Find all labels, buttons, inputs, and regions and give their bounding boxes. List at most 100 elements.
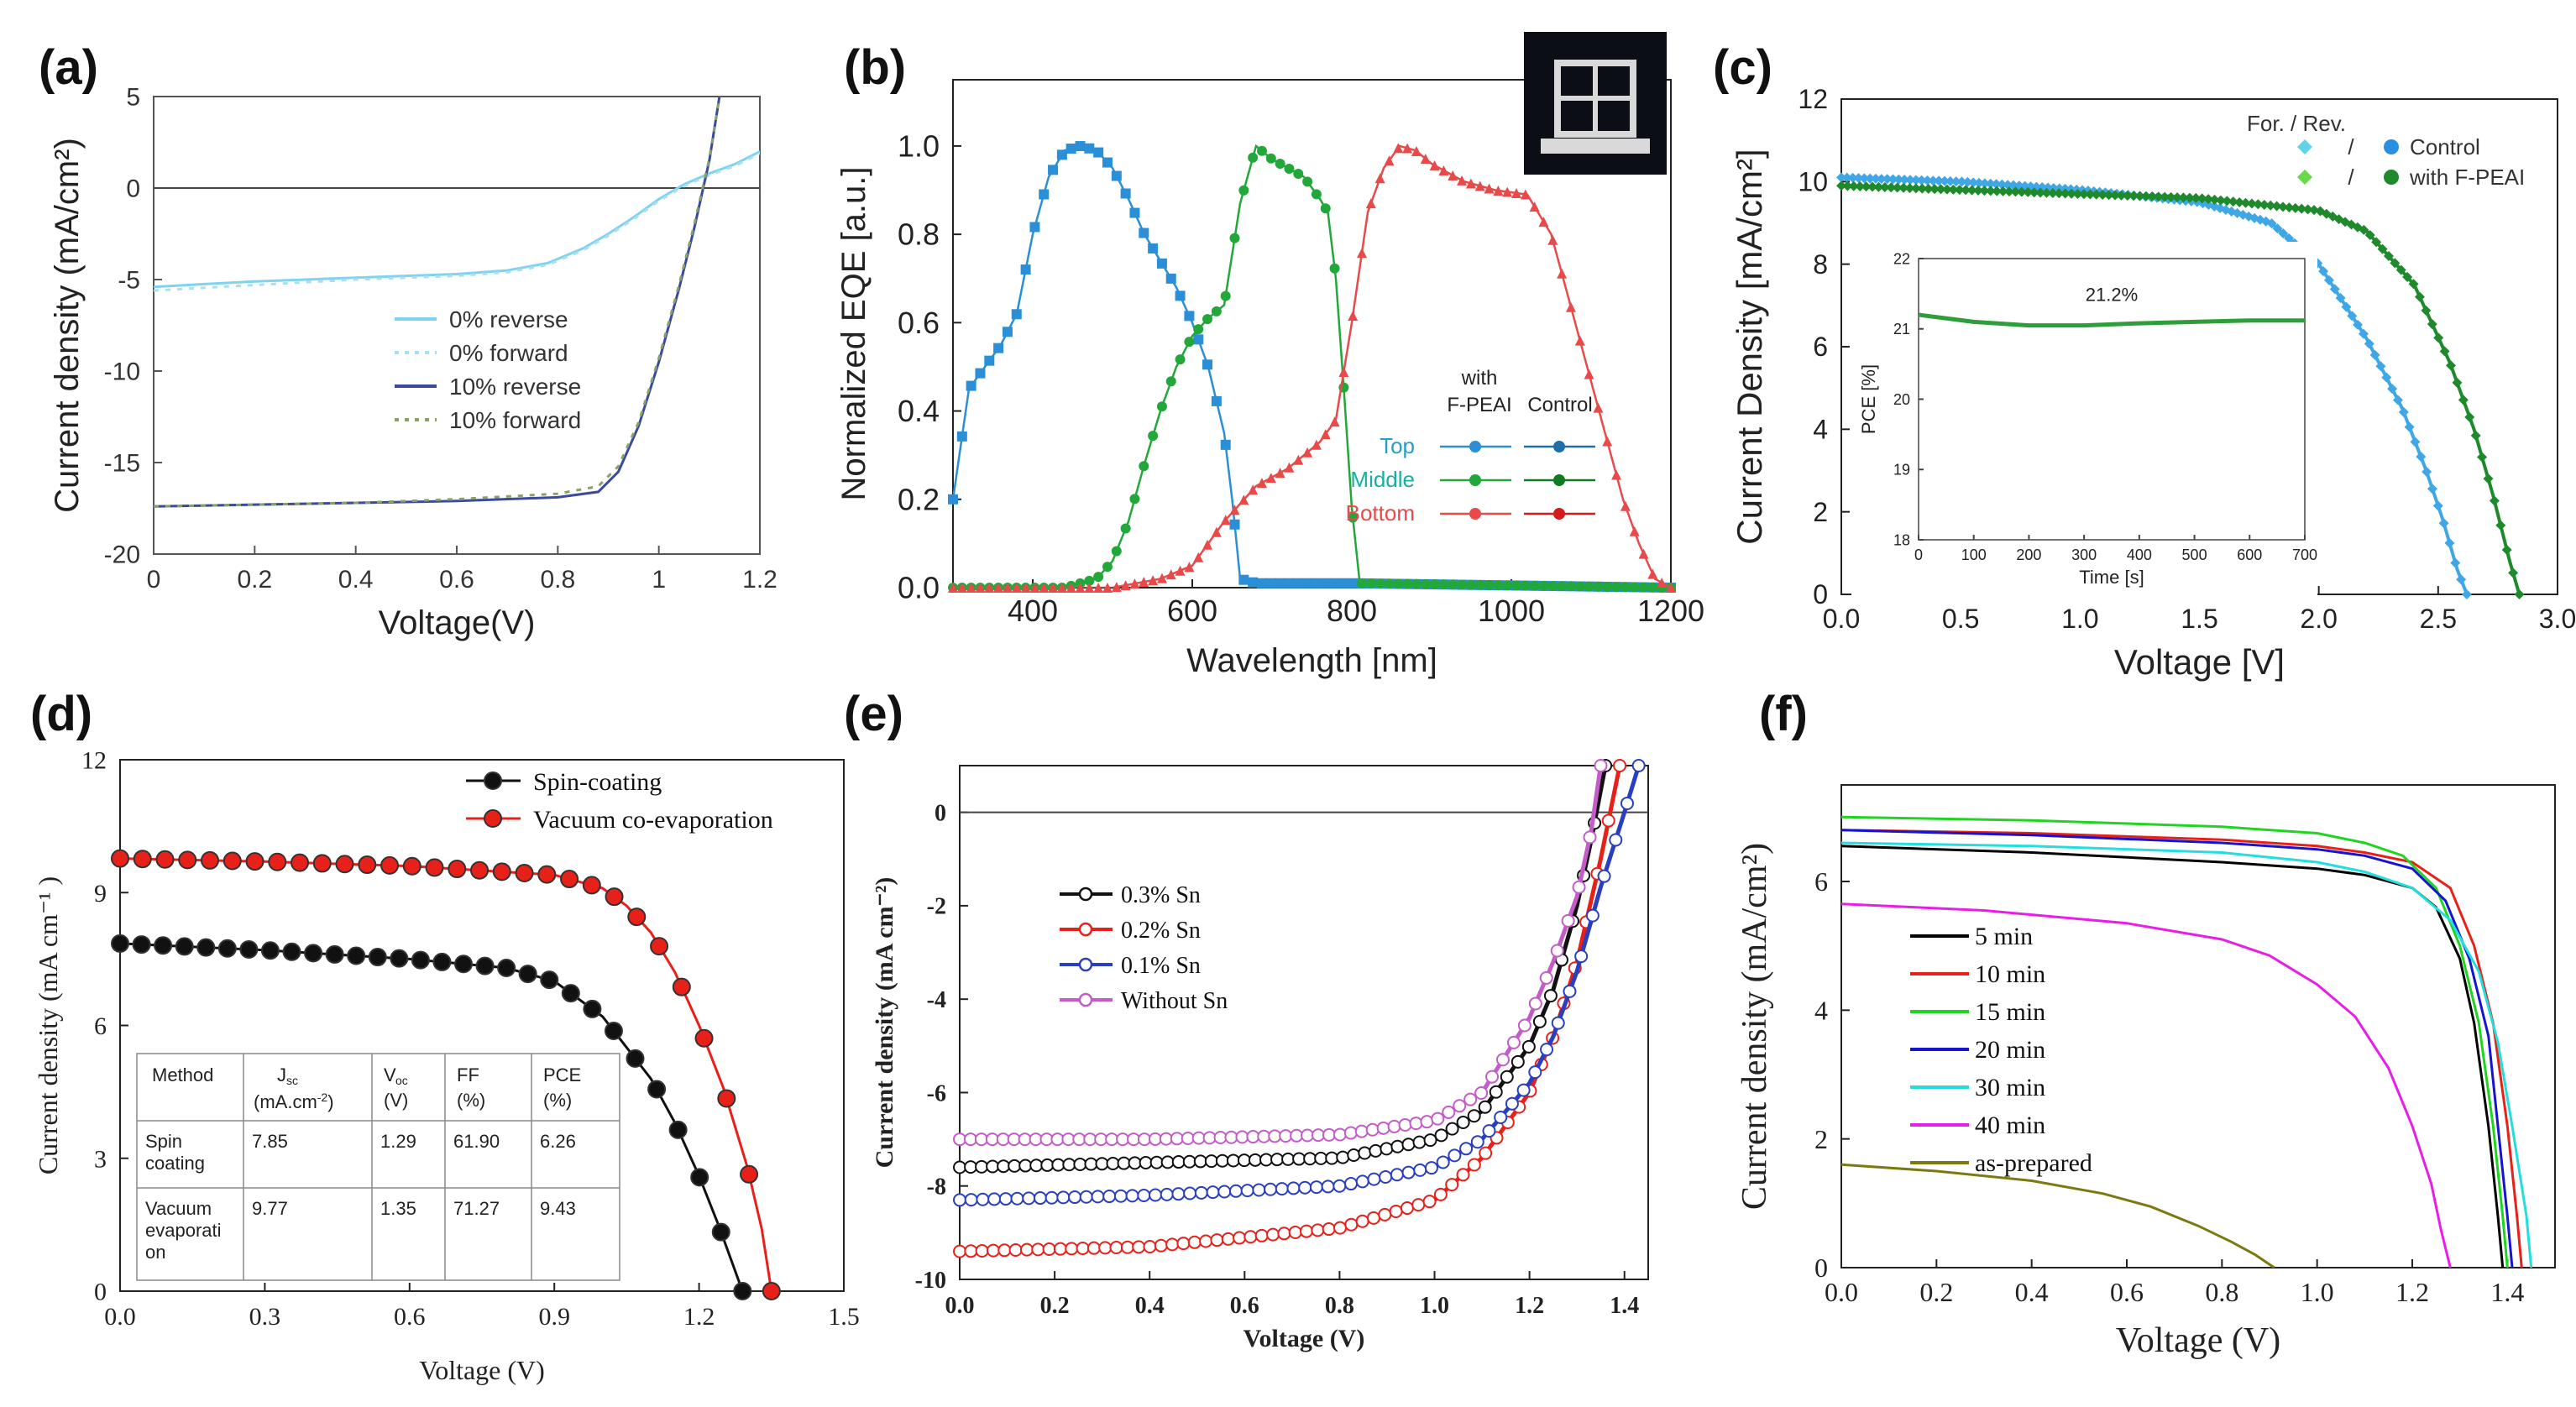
data-point [390, 949, 409, 968]
table-header-part: (mA.cm [254, 1091, 317, 1112]
data-point [1301, 1128, 1315, 1143]
data-point [1284, 164, 1295, 175]
data-point [1859, 173, 1870, 184]
data-point [1248, 152, 1259, 163]
data-point [1365, 1122, 1380, 1137]
data-point [1329, 578, 1340, 588]
data-point [1206, 1185, 1220, 1200]
data-point [2427, 484, 2437, 494]
panel-label: (e) [844, 687, 903, 741]
x-tick-label: 400 [2127, 547, 2152, 563]
data-point [1053, 1242, 1067, 1256]
data-point [1882, 174, 1893, 185]
data-point [672, 977, 691, 996]
legend-item: 10% reverse [449, 374, 581, 400]
plot-frame [1840, 784, 2556, 1268]
x-tick-label: 600 [1167, 594, 1217, 628]
data-point [1321, 1179, 1335, 1194]
data-point [1314, 1151, 1328, 1165]
data-point [690, 1168, 709, 1187]
table-header: oc [395, 1074, 408, 1087]
table-header: Method [152, 1064, 213, 1085]
data-point [2259, 200, 2270, 211]
legend-item: Vacuum co-evaporation [533, 806, 773, 834]
data-point [1221, 1232, 1235, 1246]
data-point [1629, 582, 1640, 593]
data-point [1202, 359, 1213, 370]
x-tick-label: 0.8 [540, 566, 575, 594]
data-point [1156, 258, 1167, 269]
data-point [1402, 143, 1413, 154]
data-point [1411, 145, 1422, 156]
data-point [953, 1132, 966, 1147]
data-point [1156, 573, 1167, 583]
data-point [1039, 189, 1050, 200]
data-point [1149, 1188, 1163, 1202]
data-point [1378, 1207, 1392, 1221]
data-point [1916, 175, 1927, 186]
data-point [1111, 546, 1122, 557]
x-tick-label: 0.3 [249, 1303, 281, 1331]
data-point [1380, 1142, 1394, 1156]
data-point [1842, 180, 1853, 191]
x-tick-label: 700 [2292, 547, 2317, 563]
x-tick-label: 0.4 [2015, 1277, 2049, 1307]
data-point [998, 1192, 1013, 1206]
inset-plot: 0 100 200 300 400 500 600 700 18 19 20 21 22 Time [s]… [1851, 242, 2317, 603]
data-point [1193, 334, 1204, 345]
table-cell: Spin coatingSpin coating [145, 1131, 205, 1174]
data-point [1917, 183, 1928, 194]
data-point [291, 853, 310, 872]
data-point [2390, 258, 2401, 269]
table-header: (%) [457, 1090, 485, 1111]
data-point [997, 1159, 1011, 1174]
data-point [1075, 583, 1086, 593]
data-point [282, 942, 301, 961]
data-point [497, 959, 516, 978]
series-line [154, 97, 721, 508]
data-point [518, 965, 537, 984]
data-point [1922, 175, 1933, 186]
data-point [1084, 575, 1095, 586]
x-tick-label: 1200 [1637, 594, 1704, 628]
data-point [1389, 1204, 1403, 1218]
data-point [1065, 1242, 1079, 1256]
data-point [1543, 989, 1558, 1003]
data-point [1093, 583, 1104, 593]
data-point [2387, 384, 2398, 395]
data-point [2432, 500, 2443, 511]
data-point [2147, 191, 2158, 202]
data-point [1243, 1230, 1258, 1244]
data-point [2191, 192, 2202, 203]
data-point [1934, 175, 1945, 186]
data-point [1631, 759, 1646, 772]
data-point [1159, 1132, 1173, 1146]
data-point [1056, 583, 1067, 593]
data-point [1538, 580, 1549, 591]
table-cell-line: coating [145, 1153, 205, 1174]
data-point [1465, 579, 1476, 590]
data-point [1202, 539, 1213, 550]
data-point [1165, 273, 1176, 284]
data-point [1420, 153, 1431, 164]
data-point [1997, 186, 2008, 196]
data-point [1238, 574, 1249, 585]
data-point [239, 939, 259, 959]
data-point [2392, 395, 2403, 405]
legend-item: 10% forward [449, 407, 581, 433]
data-point [1985, 186, 1996, 196]
data-point [2309, 205, 2320, 216]
data-point [1620, 582, 1631, 593]
data-point [1344, 1177, 1359, 1191]
data-point [2477, 452, 2488, 463]
y-tick-label: 18 [1893, 531, 1910, 548]
data-point [1355, 1214, 1369, 1228]
data-point [1275, 159, 1285, 170]
data-point [2489, 495, 2500, 506]
data-point [1956, 176, 1967, 187]
data-point [1165, 1237, 1180, 1252]
data-point [1039, 1132, 1054, 1147]
data-point [1102, 1190, 1117, 1204]
data-point [448, 860, 467, 879]
table-header: PCE [543, 1064, 581, 1085]
